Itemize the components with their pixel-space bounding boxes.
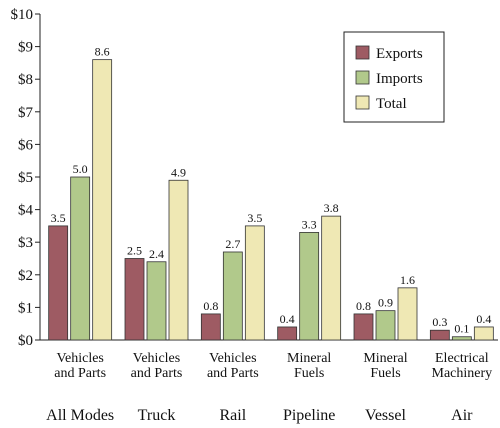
y-tick-label: $4	[18, 203, 34, 219]
data-label-total: 8.6	[95, 45, 110, 59]
mode-label: Air	[451, 407, 473, 424]
y-axis-ticks: $0 $1 $2 $3 $4 $5 $6 $7 $8 $9 $10	[11, 7, 40, 349]
legend-swatch-imports	[355, 70, 370, 85]
data-label-total: 0.4	[476, 312, 491, 326]
bar-total	[168, 179, 189, 341]
y-tick-label: $5	[18, 170, 33, 186]
legend-swatch-exports	[355, 45, 370, 60]
data-label-exports: 0.8	[356, 299, 371, 313]
category-label-line: and Parts	[207, 366, 259, 381]
category-label-line: Fuels	[294, 366, 324, 381]
category-label-line: Electrical	[435, 351, 489, 366]
data-label-exports: 0.3	[432, 315, 447, 329]
data-label-imports: 3.3	[302, 217, 317, 231]
y-tick-label: $10	[11, 7, 34, 23]
category-label-line: Fuels	[370, 366, 400, 381]
category-label-line: Machinery	[432, 366, 493, 381]
category-label-line: Mineral	[287, 351, 331, 366]
data-label-total: 3.8	[324, 201, 339, 215]
mode-label: All Modes	[46, 407, 114, 424]
category-label-line: Mineral	[363, 351, 407, 366]
data-label-total: 4.9	[171, 165, 186, 179]
bar-total	[244, 225, 265, 341]
mode-label: Rail	[219, 407, 246, 424]
category-label-line: Vehicles	[209, 351, 256, 366]
category-label-line: and Parts	[54, 366, 106, 381]
mode-label: Truck	[138, 407, 176, 424]
data-label-imports: 0.1	[454, 322, 469, 336]
data-label-imports: 2.7	[225, 237, 240, 251]
data-label-total: 3.5	[247, 211, 262, 225]
bars	[48, 59, 494, 341]
y-tick-label: $7	[18, 105, 34, 121]
bar-total	[92, 59, 113, 341]
category-label-line: Vehicles	[133, 351, 180, 366]
legend-label-total: Total	[376, 96, 407, 112]
data-label-imports: 5.0	[73, 162, 88, 176]
bar-imports	[451, 336, 472, 341]
y-tick-label: $0	[18, 333, 33, 349]
data-label-total: 1.6	[400, 273, 415, 287]
data-label-exports: 0.8	[203, 299, 218, 313]
data-labels: 3.5 5.0 8.6 2.5 2.4 4.9 0.8 2.7 3.5 0.4 3.3 3.8 0.8 0…	[51, 45, 492, 336]
bar-exports	[124, 258, 145, 341]
bar-imports	[375, 310, 396, 341]
bar-imports	[146, 261, 167, 341]
data-label-exports: 3.5	[51, 211, 66, 225]
category-label-line: Vehicles	[56, 351, 103, 366]
data-label-imports: 2.4	[149, 247, 164, 261]
bar-exports	[429, 329, 450, 341]
data-label-exports: 0.4	[280, 312, 295, 326]
category-label-line: and Parts	[131, 366, 183, 381]
legend-label-imports: Imports	[376, 71, 423, 87]
bar-total	[321, 215, 342, 341]
mode-label: Pipeline	[283, 407, 335, 424]
mode-label: Vessel	[365, 407, 406, 424]
bar-imports	[299, 232, 320, 341]
bar-exports	[48, 225, 69, 341]
y-tick-label: $9	[18, 40, 33, 56]
y-tick-label: $2	[18, 268, 33, 284]
bar-total	[397, 287, 418, 341]
legend-label-exports: Exports	[376, 46, 423, 62]
y-tick-label: $6	[18, 137, 34, 153]
y-tick-label: $1	[18, 300, 33, 316]
bar-exports	[200, 313, 221, 341]
legend: Exports Imports Total	[343, 31, 445, 123]
bar-imports	[222, 251, 243, 341]
y-tick-label: $8	[18, 72, 33, 88]
bar-exports	[353, 313, 374, 341]
bar-total	[473, 326, 494, 341]
data-label-imports: 0.9	[378, 296, 393, 310]
bar-exports	[277, 326, 298, 341]
data-label-exports: 2.5	[127, 244, 142, 258]
y-tick-label: $3	[18, 235, 33, 251]
legend-swatch-total	[355, 95, 370, 110]
bar-imports	[70, 176, 91, 341]
